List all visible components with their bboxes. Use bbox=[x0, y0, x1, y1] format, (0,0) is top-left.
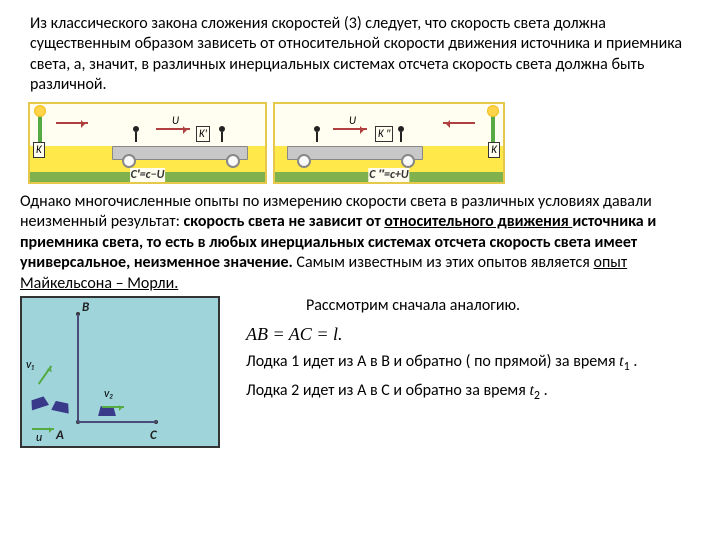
pt-b-label: B bbox=[82, 300, 89, 317]
label-kprime: K′ bbox=[196, 126, 210, 142]
paragraph-1: Из классического закона сложения скорост… bbox=[30, 14, 700, 96]
p2-b: скорость света не зависит от bbox=[183, 212, 384, 231]
label-k: K bbox=[33, 142, 45, 158]
right-text: Рассмотрим сначала аналогию. AB = AC = l… bbox=[246, 296, 700, 411]
line-analogy: Рассмотрим сначала аналогию. bbox=[306, 296, 700, 316]
p2-c: относительного движения bbox=[384, 212, 572, 231]
velocity-diagram: K K′ U C′=c−U K K ′′ U C ′′=c+U bbox=[28, 102, 700, 184]
pt-c-label: C bbox=[150, 428, 157, 445]
line-boat2: Лодка 2 идет из А в С и обратно за время… bbox=[246, 381, 700, 405]
line-boat1: Лодка 1 идет из А в В и обратно ( по пря… bbox=[246, 352, 700, 376]
equation-abac: AB = AC = l. bbox=[246, 323, 700, 346]
label-k-r: K bbox=[488, 142, 500, 158]
paragraph-2: Однако многочисленные опыты по измерению… bbox=[20, 192, 700, 294]
boat-diagram: B A C v₁ v₂ u bbox=[20, 296, 220, 448]
vec-v2: v₂ bbox=[104, 387, 113, 402]
vec-u: u bbox=[36, 431, 42, 446]
vec-v1: v₁ bbox=[26, 358, 34, 373]
p2-e: Самым известным из этих опытов является bbox=[293, 253, 594, 272]
label-u-right: U bbox=[347, 114, 358, 128]
pt-a-label: A bbox=[56, 428, 64, 445]
panel-right: K K ′′ U C ′′=c+U bbox=[273, 102, 505, 184]
panel-left: K K′ U C′=c−U bbox=[28, 102, 267, 184]
formula-left: C′=c−U bbox=[130, 168, 166, 183]
label-u-left: U bbox=[170, 114, 181, 128]
label-kpp: K ′′ bbox=[375, 126, 393, 142]
formula-right: C ′′=c+U bbox=[368, 168, 409, 183]
